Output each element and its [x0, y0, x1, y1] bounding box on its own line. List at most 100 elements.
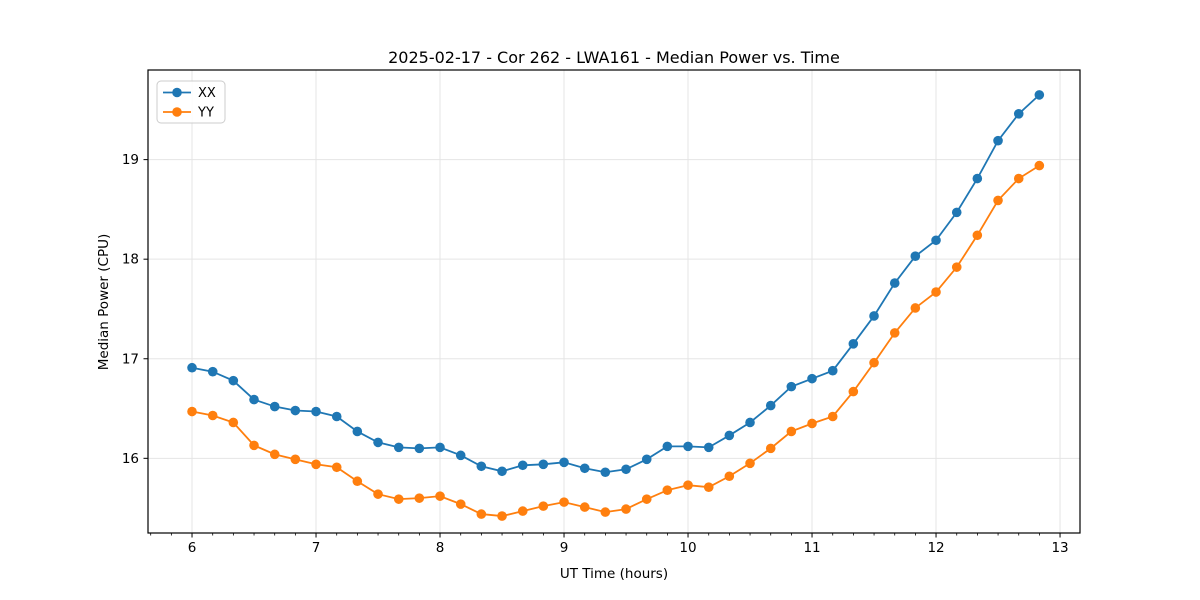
data-point-yy	[786, 426, 797, 437]
data-point-yy	[931, 287, 941, 297]
data-point-xx	[393, 442, 404, 453]
data-point-yy	[951, 262, 962, 272]
data-point-xx	[352, 426, 363, 437]
data-point-xx	[187, 362, 197, 373]
data-point-yy	[579, 502, 590, 512]
y-tick-label: 17	[122, 351, 139, 367]
data-point-xx	[290, 405, 301, 416]
y-tick-label: 16	[122, 451, 139, 467]
data-point-xx	[600, 467, 611, 478]
data-point-yy	[269, 449, 280, 460]
data-point-xx	[1034, 90, 1045, 100]
series-line-xx	[191, 94, 1040, 474]
data-point-xx	[869, 311, 879, 321]
data-point-yy	[807, 418, 817, 429]
data-point-xx	[910, 251, 921, 261]
data-point-xx	[228, 375, 239, 386]
data-point-yy	[600, 507, 611, 517]
data-point-yy	[621, 504, 631, 514]
data-point-xx	[786, 381, 797, 392]
data-point-xx	[579, 463, 590, 474]
data-point-xx	[765, 400, 776, 411]
plot-area: 6 7 8 9 10 11 12 13 16 17 18 19 XX YY	[122, 69, 1081, 556]
data-point-yy	[352, 476, 363, 487]
data-point-yy	[207, 410, 218, 421]
data-point-yy	[765, 443, 776, 454]
x-tick-label: 10	[679, 540, 696, 556]
data-point-yy	[187, 406, 197, 417]
x-axis-label: UT Time (hours)	[560, 566, 668, 582]
data-point-yy	[662, 485, 673, 495]
data-point-yy	[827, 411, 838, 422]
data-point-yy	[641, 494, 652, 504]
data-point-yy	[393, 494, 404, 504]
data-point-xx	[517, 460, 528, 471]
x-tick-label: 9	[560, 540, 569, 556]
data-point-yy	[311, 459, 321, 470]
data-point-yy	[889, 328, 900, 338]
data-point-yy	[517, 506, 528, 516]
data-point-xx	[497, 466, 507, 477]
data-point-xx	[331, 411, 342, 422]
data-point-xx	[455, 450, 466, 461]
y-tick-label: 19	[122, 152, 139, 168]
data-point-yy	[745, 458, 755, 469]
data-point-xx	[435, 442, 445, 453]
data-point-xx	[827, 365, 838, 376]
x-tick-label: 7	[312, 540, 321, 556]
x-tick-label: 13	[1051, 540, 1068, 556]
data-point-xx	[993, 135, 1003, 146]
data-point-xx	[1013, 109, 1024, 119]
data-point-yy	[435, 491, 445, 501]
x-tick-label: 8	[436, 540, 445, 556]
data-point-yy	[373, 489, 383, 499]
data-point-yy	[993, 195, 1003, 206]
legend-marker	[172, 87, 182, 98]
legend-label: YY	[197, 106, 214, 121]
data-point-yy	[414, 493, 425, 503]
data-point-yy	[703, 482, 714, 492]
data-point-xx	[414, 443, 425, 454]
data-point-xx	[249, 394, 259, 405]
data-point-yy	[972, 230, 983, 241]
data-point-yy	[848, 386, 859, 397]
data-point-xx	[559, 457, 569, 468]
data-point-yy	[1013, 173, 1024, 184]
data-point-yy	[455, 499, 466, 509]
data-point-xx	[538, 459, 549, 470]
data-point-xx	[476, 461, 487, 472]
data-point-xx	[641, 454, 652, 465]
data-point-yy	[476, 509, 487, 519]
data-point-xx	[662, 441, 673, 452]
data-point-xx	[951, 207, 962, 218]
x-tick-label: 6	[188, 540, 197, 556]
data-point-yy	[497, 511, 507, 521]
y-axis-label: Median Power (CPU)	[96, 234, 112, 370]
legend-label: XX	[198, 86, 216, 101]
data-point-xx	[683, 441, 693, 452]
data-point-xx	[972, 173, 983, 184]
data-point-xx	[373, 437, 383, 448]
y-tick-label: 18	[122, 252, 139, 268]
data-point-xx	[703, 442, 714, 453]
data-point-xx	[621, 464, 631, 475]
data-point-yy	[228, 417, 239, 428]
legend-marker	[172, 107, 182, 117]
data-point-xx	[807, 373, 817, 384]
data-point-yy	[290, 454, 301, 465]
x-tick-label: 12	[927, 540, 944, 556]
data-point-xx	[269, 401, 280, 412]
data-point-xx	[889, 278, 900, 288]
data-point-yy	[249, 440, 259, 451]
data-point-yy	[910, 303, 921, 313]
data-point-xx	[724, 430, 735, 441]
data-point-yy	[559, 497, 569, 507]
x-tick-label: 11	[803, 540, 820, 556]
data-point-yy	[724, 471, 735, 482]
plot-border	[147, 69, 1081, 534]
data-point-xx	[745, 417, 755, 428]
chart-title: 2025-02-17 - Cor 262 - LWA161 - Median P…	[388, 48, 840, 67]
data-point-xx	[848, 339, 859, 349]
